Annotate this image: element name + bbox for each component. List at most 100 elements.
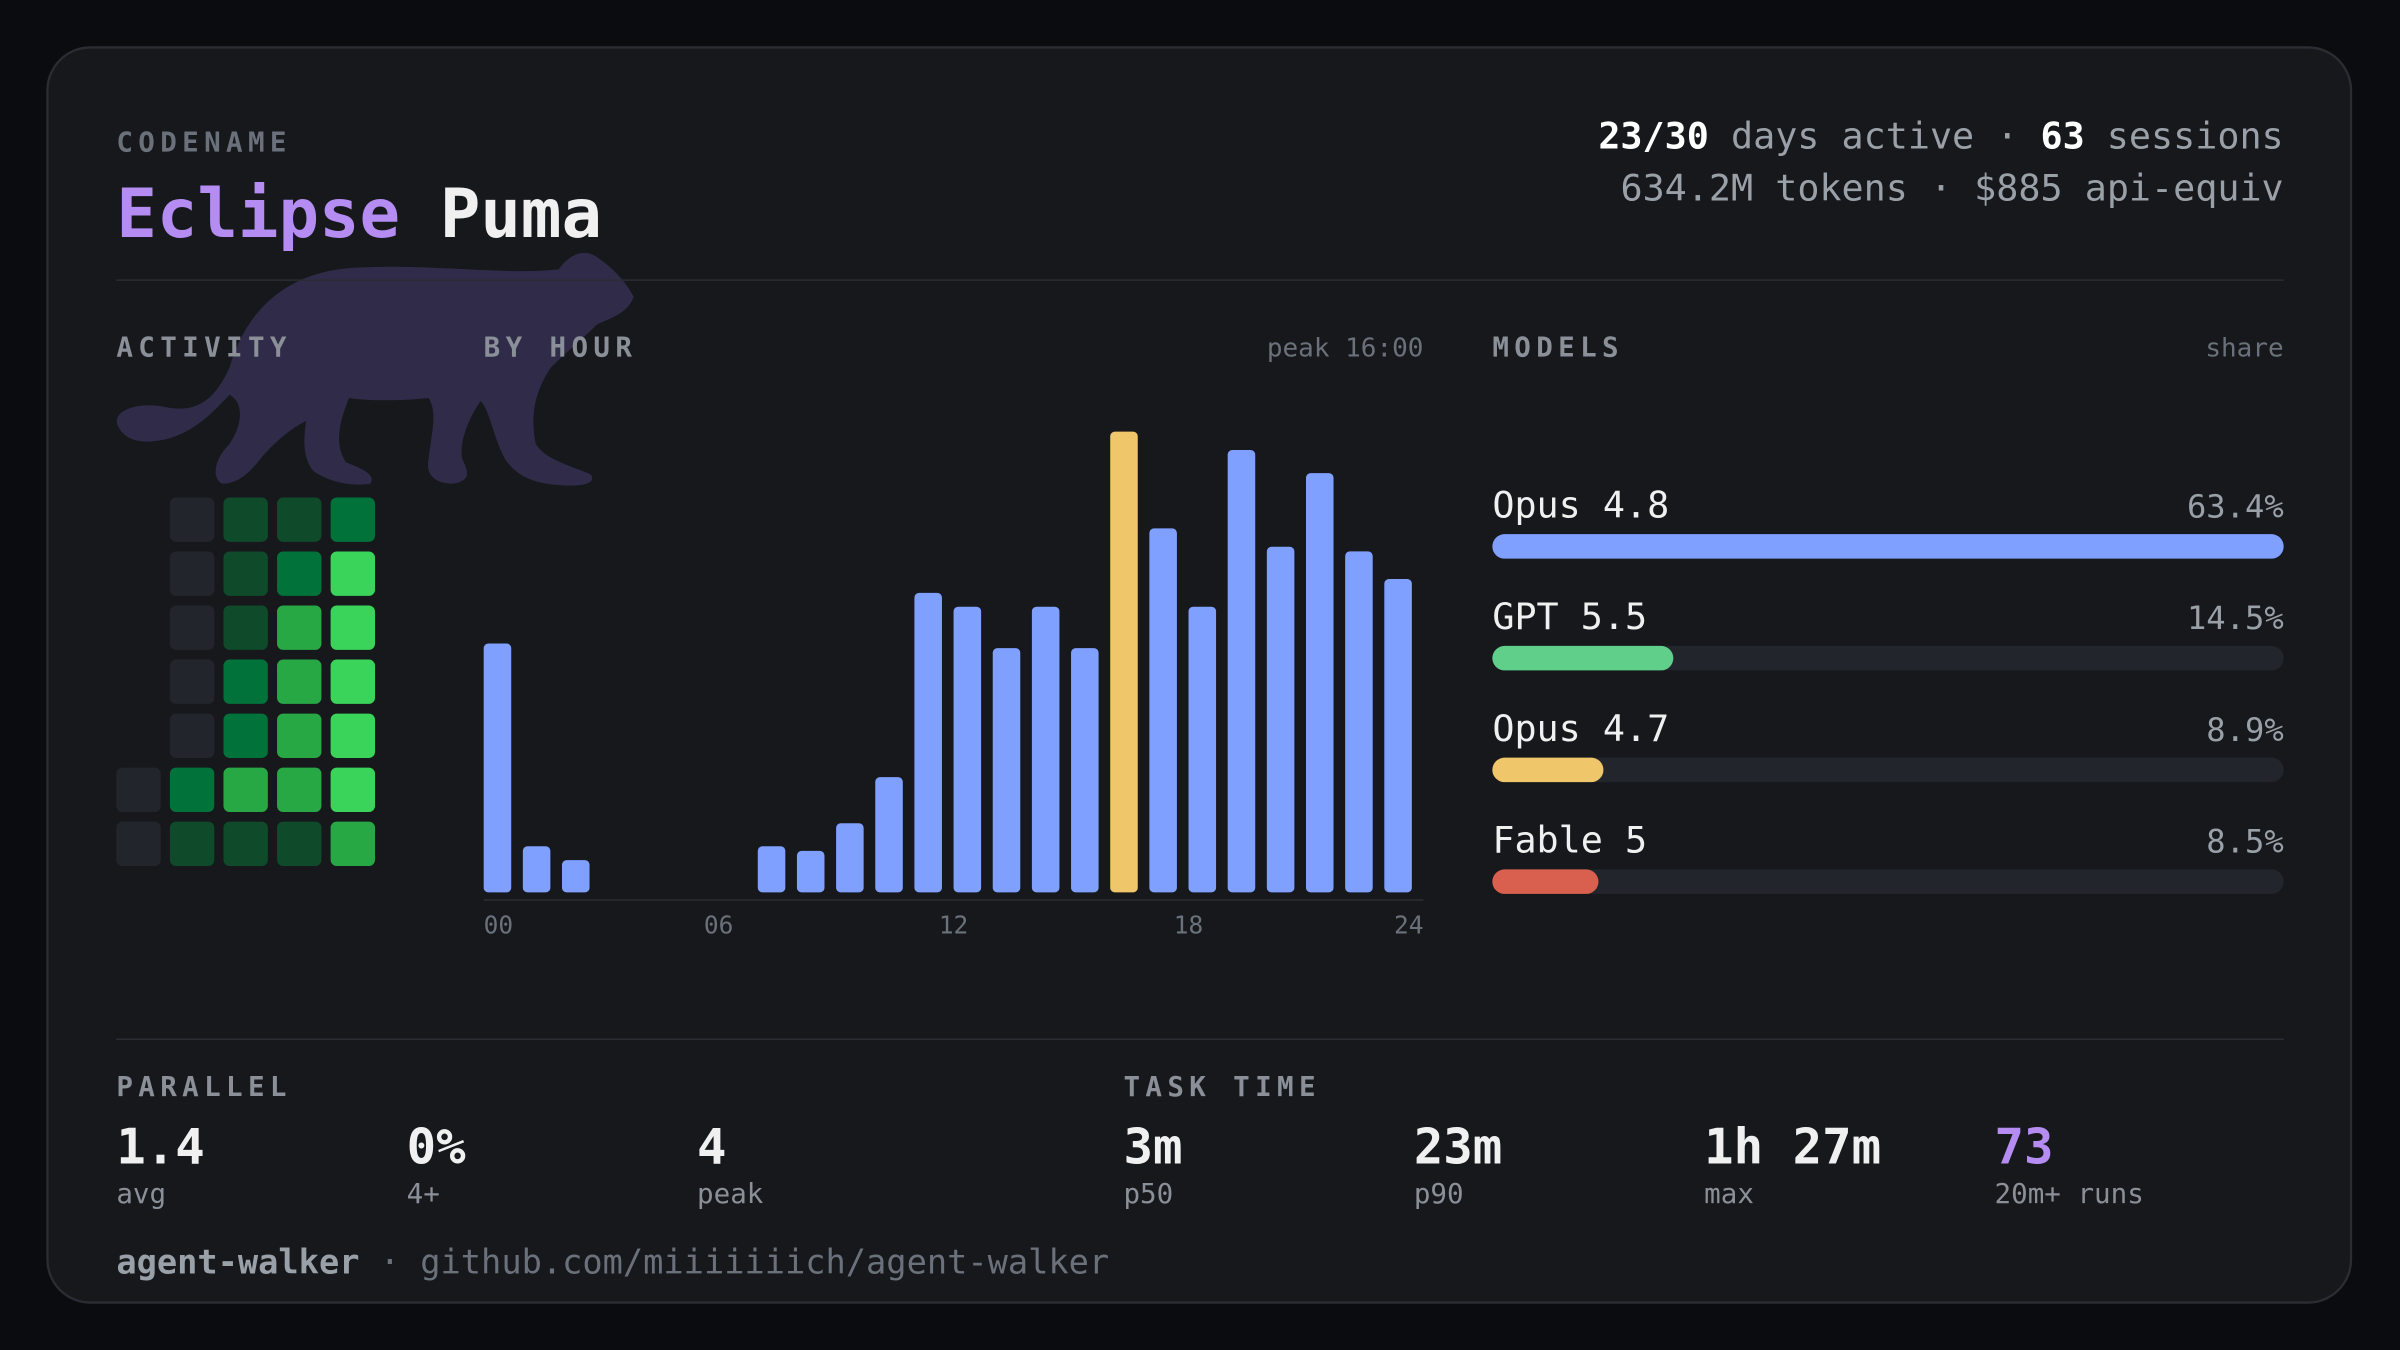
days: 23/30 <box>1598 114 1709 157</box>
heat-cell <box>223 821 268 867</box>
puma-silhouette <box>116 252 634 486</box>
heat-cell <box>169 605 215 650</box>
share-bar <box>1492 869 1599 894</box>
annotation: peak 16:00 <box>1267 334 1424 364</box>
heat-cell <box>330 605 375 650</box>
heat-cell <box>169 551 215 596</box>
heat-cell <box>116 767 161 812</box>
bar <box>1031 606 1060 893</box>
bar <box>1071 648 1099 893</box>
stats-line-2: 634.2M tokens · $885 api-equiv <box>1620 167 2283 210</box>
model-name: Opus 4.8 <box>1492 483 1669 526</box>
bar <box>796 850 825 893</box>
stat-label: max <box>1704 1178 1754 1210</box>
section-title: BY HOUR <box>484 332 638 364</box>
section-title: TASK TIME <box>1123 1071 1320 1103</box>
x-tick-label: 18 <box>1174 911 1203 940</box>
model-share: 14.5% <box>2187 599 2284 637</box>
heat-cell <box>330 659 375 704</box>
section-title: MODELS <box>1492 332 1624 364</box>
model-name: Opus 4.7 <box>1492 707 1669 750</box>
codename-label: CODENAME <box>116 127 292 159</box>
stat-value: 1.4 <box>116 1118 204 1175</box>
model-name: Fable 5 <box>1492 819 1647 862</box>
share-bar <box>1492 757 1604 783</box>
stat-value: 4 <box>697 1118 726 1175</box>
model-share: 8.5% <box>2206 823 2283 861</box>
heat-cell <box>116 821 161 867</box>
heat-cell <box>277 605 322 650</box>
bar <box>992 648 1021 893</box>
stat-value: 73 <box>1995 1118 2054 1175</box>
stat-value: 0% <box>407 1118 466 1175</box>
bar <box>875 777 903 893</box>
heat-cell <box>223 605 268 650</box>
bar <box>522 846 551 893</box>
heat-cell <box>330 713 375 758</box>
model-name: GPT 5.5 <box>1492 595 1647 638</box>
stat-label: peak <box>697 1178 764 1210</box>
sessions-label: sessions <box>2085 114 2284 157</box>
sessions: 63 <box>2040 114 2084 157</box>
bar <box>483 643 512 893</box>
share-track <box>1492 757 2284 783</box>
bar <box>914 592 942 893</box>
bar <box>561 860 590 893</box>
heat-cell <box>330 767 375 812</box>
sep: · <box>1996 114 2040 157</box>
footer-url[interactable]: github.com/miiiiiiich/agent-walker <box>420 1242 1109 1281</box>
heat-cell <box>169 767 215 812</box>
stat-label: avg <box>116 1178 166 1210</box>
footer: agent-walker · github.com/miiiiiiich/age… <box>116 1242 1109 1281</box>
days-label: days active <box>1709 114 1996 157</box>
x-tick-label: 00 <box>484 911 513 940</box>
annotation: share <box>2205 334 2283 364</box>
bar <box>1188 606 1217 893</box>
heat-cell <box>169 497 215 542</box>
stat-label: 20m+ runs <box>1995 1178 2144 1210</box>
stat-label: p90 <box>1414 1178 1464 1210</box>
heat-cell <box>223 497 268 542</box>
model-share: 8.9% <box>2206 711 2283 749</box>
bar <box>836 823 864 893</box>
bar <box>757 846 786 893</box>
bar <box>953 606 982 893</box>
stat-value: 1h 27m <box>1704 1118 1881 1175</box>
heat-cell <box>223 659 268 704</box>
stat-label: 4+ <box>407 1178 440 1210</box>
stats-line: 23/30 days active · 63 sessions <box>1598 114 2283 157</box>
heat-cell <box>223 767 268 812</box>
bar <box>1110 431 1138 893</box>
share-track <box>1492 869 2284 894</box>
heat-cell <box>330 821 375 867</box>
model-share: 63.4% <box>2187 487 2284 525</box>
heat-cell <box>277 713 322 758</box>
footer-name: agent-walker <box>116 1242 359 1281</box>
heat-cell <box>330 497 375 542</box>
section-title: ACTIVITY <box>116 332 292 364</box>
bar <box>1227 450 1256 893</box>
heat-cell <box>277 821 322 867</box>
x-tick-label: 06 <box>704 911 733 940</box>
bar <box>1345 551 1373 893</box>
heat-cell <box>169 713 215 758</box>
x-tick-label: 12 <box>939 911 968 940</box>
heat-cell <box>277 551 322 596</box>
share-track <box>1492 645 2284 671</box>
stat-value: 23m <box>1414 1118 1502 1175</box>
bar <box>1266 546 1295 893</box>
name-first: Eclipse <box>116 174 400 253</box>
x-tick-label: 24 <box>1394 911 1423 940</box>
footer-sep: · <box>359 1242 420 1281</box>
codename: Eclipse Puma <box>116 174 602 253</box>
stat-label: p50 <box>1123 1178 1173 1210</box>
bar <box>1305 473 1334 893</box>
heat-cell <box>223 713 268 758</box>
heat-cell <box>169 659 215 704</box>
heat-cell <box>277 767 322 812</box>
heat-cell <box>277 497 322 542</box>
stat-value: 3m <box>1123 1118 1182 1175</box>
bar <box>1384 579 1412 893</box>
